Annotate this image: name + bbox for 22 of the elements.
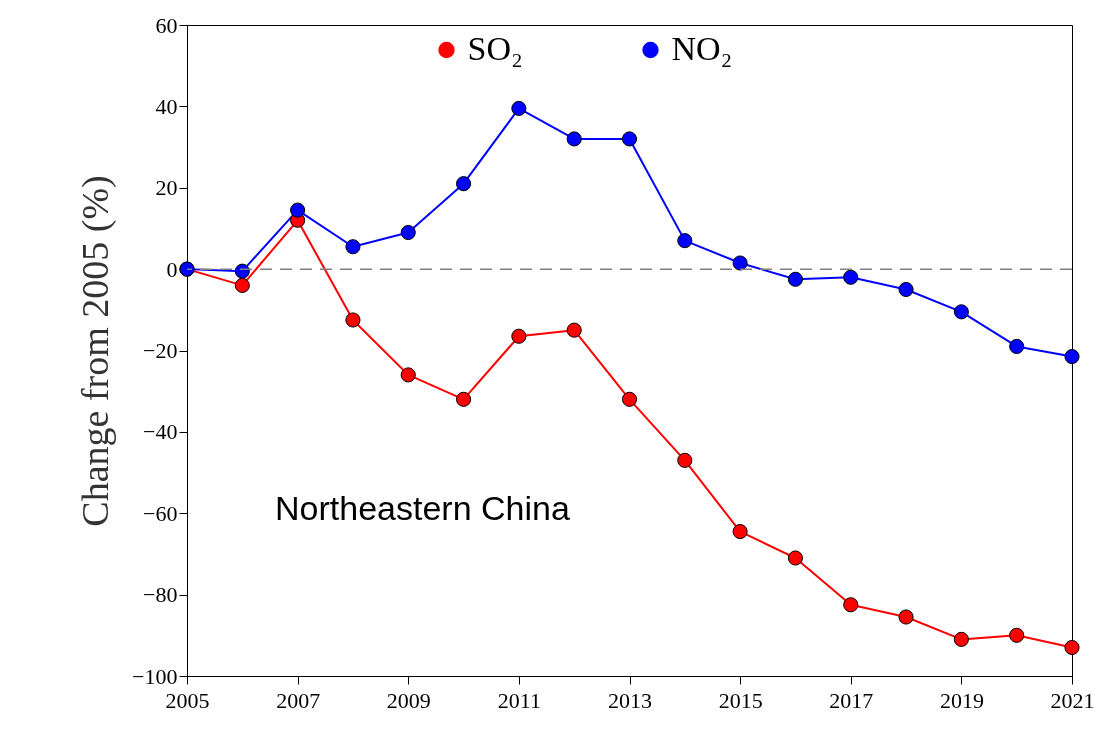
y-tick-label: −80: [143, 582, 178, 608]
x-tick-label: 2005: [165, 687, 210, 713]
y-axis-title: Change from 2005 (%): [74, 175, 118, 527]
legend-label: SO₂: [467, 30, 523, 67]
y-tick-label: 60: [155, 12, 178, 38]
x-tick-label: 2019: [939, 687, 984, 713]
x-tick-label: 2009: [386, 687, 431, 713]
x-tick-label: 2015: [718, 687, 763, 713]
x-tick-label: 2007: [276, 687, 321, 713]
x-tick-label: 2021: [1050, 687, 1095, 713]
x-tick-label: 2017: [829, 687, 874, 713]
y-tick-label: −100: [132, 663, 178, 689]
y-tick-label: 20: [155, 175, 178, 201]
x-tick-label: 2011: [497, 687, 541, 713]
annotation: Northeastern China: [275, 489, 570, 527]
legend-label: NO₂: [671, 30, 733, 67]
y-tick-label: −40: [143, 419, 178, 445]
x-tick-label: 2013: [608, 687, 652, 713]
y-tick-label: 0: [166, 256, 178, 282]
y-tick-label: −20: [143, 338, 178, 363]
y-tick-label: −60: [143, 500, 178, 526]
y-tick-label: 40: [155, 93, 178, 119]
